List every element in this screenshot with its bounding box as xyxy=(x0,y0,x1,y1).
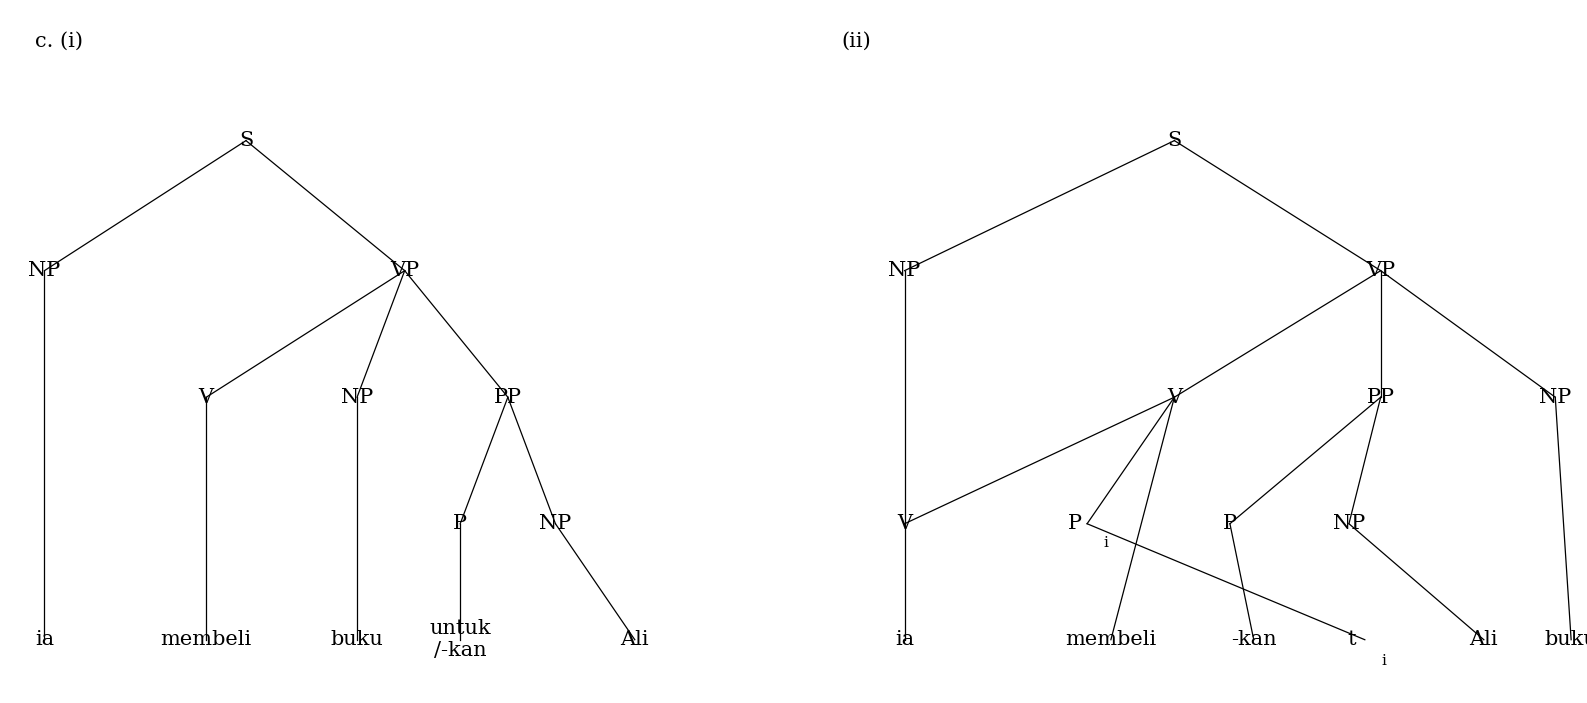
Text: PP: PP xyxy=(1366,387,1395,407)
Text: P: P xyxy=(1068,514,1081,534)
Text: VP: VP xyxy=(390,261,419,280)
Text: t: t xyxy=(1347,630,1357,650)
Text: untuk
/-kan: untuk /-kan xyxy=(430,619,490,660)
Text: NP: NP xyxy=(29,261,60,280)
Text: i: i xyxy=(1381,654,1387,668)
Text: NP: NP xyxy=(1333,514,1365,534)
Text: Ali: Ali xyxy=(621,630,649,650)
Text: c. (i): c. (i) xyxy=(35,32,83,51)
Text: S: S xyxy=(240,131,252,150)
Text: (ii): (ii) xyxy=(841,32,871,51)
Text: V: V xyxy=(198,387,214,407)
Text: NP: NP xyxy=(341,387,373,407)
Text: i: i xyxy=(1103,536,1109,550)
Text: VP: VP xyxy=(1366,261,1395,280)
Text: membeli: membeli xyxy=(160,630,252,650)
Text: PP: PP xyxy=(494,387,522,407)
Text: V: V xyxy=(897,514,913,534)
Text: buku: buku xyxy=(1544,630,1587,650)
Text: Ali: Ali xyxy=(1470,630,1498,650)
Text: V: V xyxy=(1166,387,1182,407)
Text: ia: ia xyxy=(895,630,914,650)
Text: membeli: membeli xyxy=(1065,630,1157,650)
Text: -kan: -kan xyxy=(1232,630,1276,650)
Text: P: P xyxy=(1224,514,1236,534)
Text: NP: NP xyxy=(1539,387,1571,407)
Text: ia: ia xyxy=(35,630,54,650)
Text: NP: NP xyxy=(540,514,571,534)
Text: buku: buku xyxy=(330,630,384,650)
Text: NP: NP xyxy=(889,261,920,280)
Text: S: S xyxy=(1168,131,1181,150)
Text: P: P xyxy=(454,514,467,534)
